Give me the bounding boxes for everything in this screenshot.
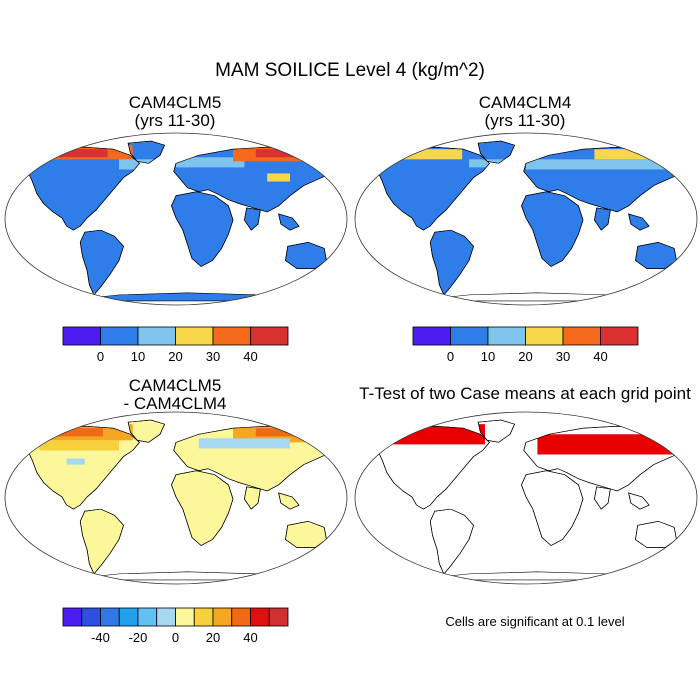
panel-2-title-line2: (yrs 11-30) [484, 111, 566, 130]
panel-1-title-line1: CAM4CLM5 [128, 93, 222, 112]
colorbar-tick-label: 10 [131, 349, 145, 364]
colorbar-tick-label: 0 [172, 630, 179, 645]
colorbar-tick-label: 40 [243, 349, 257, 364]
colorbar-tick-label: 40 [243, 630, 257, 645]
colorbar-tick-label: 0 [447, 349, 454, 364]
colorbar-tick-label: 30 [206, 349, 220, 364]
colorbar-tick-label: -40 [91, 630, 110, 645]
colorbar-tick-label: 20 [518, 349, 532, 364]
figure-title: MAM SOILICE Level 4 (kg/m^2) [215, 60, 485, 81]
colorbar-tick-label: 40 [593, 349, 607, 364]
panel-2-title: CAM4CLM4 (yrs 11-30) [425, 94, 625, 130]
colorbar-difference: -40 -20 0 20 40 [62, 607, 289, 645]
panel-3-title-line2: - CAM4CLM4 [123, 394, 227, 413]
colorbar-tick-label: 20 [168, 349, 182, 364]
panel-1-title: CAM4CLM5 (yrs 11-30) [75, 94, 275, 130]
significance-note: Cells are significant at 0.1 level [445, 614, 625, 629]
colorbar-tick-label: 0 [97, 349, 104, 364]
colorbar-tick-label: 20 [206, 630, 220, 645]
colorbar-tick-label: -20 [129, 630, 148, 645]
colorbar-absolute-left: 0 10 20 30 40 [62, 326, 289, 364]
colorbar-tick-label: 30 [556, 349, 570, 364]
panel-4-title: T-Test of two Case means at each grid po… [350, 385, 700, 403]
panel-3-title-line1: CAM4CLM5 [128, 376, 222, 395]
colorbar-absolute-right: 0 10 20 30 40 [412, 326, 639, 364]
colorbar-tick-label: 10 [481, 349, 495, 364]
panel-1-title-line2: (yrs 11-30) [134, 111, 216, 130]
panel-3-title: CAM4CLM5 - CAM4CLM4 [75, 377, 275, 413]
panel-4-title-line1: T-Test of two Case means at each grid po… [359, 384, 691, 403]
panel-2-title-line1: CAM4CLM4 [478, 93, 572, 112]
